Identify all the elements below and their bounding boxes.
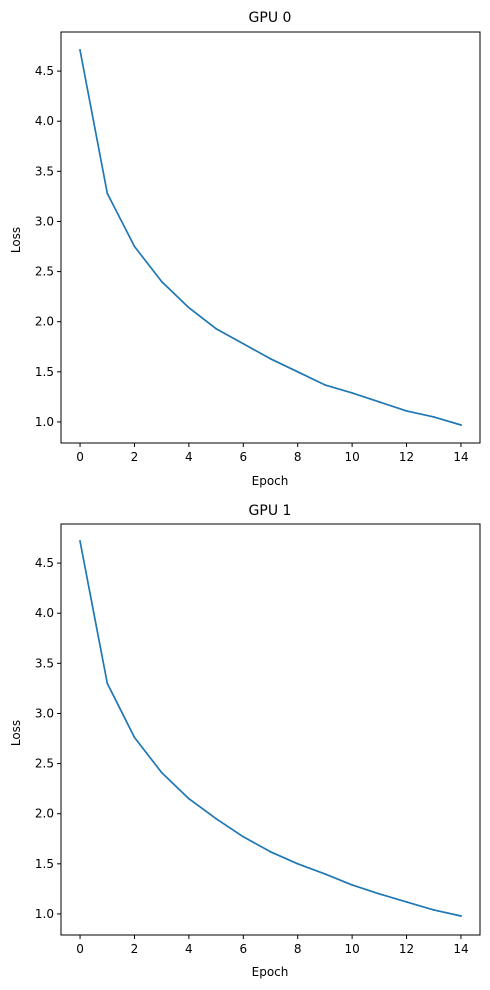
x-axis-title: Epoch: [252, 474, 289, 488]
data-point: [242, 342, 245, 345]
data-point: [215, 817, 217, 820]
y-tick-label: 4.5: [35, 64, 54, 78]
data-point: [242, 835, 245, 838]
y-tick-label: 1.5: [35, 857, 54, 871]
chart-title: GPU 0: [249, 10, 292, 26]
data-point: [378, 401, 381, 403]
data-point: [351, 391, 354, 394]
y-tick-label: 2.0: [35, 807, 54, 821]
x-tick-label: 10: [344, 942, 359, 956]
data-point: [432, 416, 435, 418]
y-tick-label: 3.0: [35, 214, 54, 228]
data-point: [460, 424, 462, 426]
data-point: [79, 540, 81, 542]
plot-frame: [60, 523, 481, 936]
x-tick-label: 4: [185, 942, 193, 956]
data-point: [269, 357, 272, 360]
x-tick-label: 2: [131, 942, 139, 956]
x-tick-label: 8: [294, 942, 302, 956]
data-point: [187, 306, 190, 309]
data-point: [378, 893, 381, 895]
data-point: [460, 915, 462, 917]
y-tick-label: 4.5: [35, 556, 54, 570]
y-axis-title: Loss: [9, 720, 23, 746]
x-tick-label: 0: [76, 450, 84, 464]
x-tick-label: 10: [344, 450, 359, 464]
x-tick-label: 0: [76, 942, 84, 956]
y-axis-title: Loss: [9, 227, 23, 253]
y-tick-label: 2.0: [35, 315, 54, 329]
x-tick-label: 12: [399, 942, 414, 956]
chart-title: GPU 1: [249, 503, 292, 519]
data-point: [79, 49, 81, 51]
y-tick-label: 1.5: [35, 365, 54, 379]
x-tick-label: 4: [185, 450, 193, 464]
data-point: [160, 771, 163, 774]
tick-layer: 0 2 4 6 8 10 12 14 1.0 1.5 2.0 2.5 3.0 3.5 4.0 4.5: [35, 556, 469, 956]
data-point: [269, 850, 272, 853]
data-point: [133, 736, 136, 739]
data-point: [351, 883, 354, 886]
y-tick-label: 4.0: [35, 114, 54, 128]
data-point: [187, 797, 190, 800]
data-point: [160, 280, 163, 283]
data-point: [405, 410, 408, 412]
chart-gpu-0: GPU 0 Loss Epoch 0 2 4 6 8 10 12 14 1.0 1.5 2.0 2.5…: [9, 10, 481, 488]
data-point: [324, 383, 326, 386]
data-point: [324, 872, 326, 875]
plot-frame: [60, 31, 481, 444]
data-point: [296, 370, 299, 373]
x-tick-label: 2: [131, 450, 139, 464]
series-layer: [79, 49, 462, 426]
data-point: [106, 682, 109, 685]
y-tick-label: 3.5: [35, 656, 54, 670]
x-tick-label: 6: [239, 942, 247, 956]
y-tick-label: 2.5: [35, 265, 54, 279]
tick-layer: 0 2 4 6 8 10 12 14 1.0 1.5 2.0 2.5 3.0 3.5 4.0 4.5: [35, 64, 469, 464]
data-point: [405, 901, 408, 903]
chart-gpu-1: GPU 1 Loss Epoch 0 2 4 6 8 10 12 14 1.0 1.5 2.0 2.5…: [9, 503, 481, 979]
series-layer: [79, 540, 462, 917]
x-tick-label: 8: [294, 450, 302, 464]
y-tick-label: 1.0: [35, 907, 54, 921]
data-point: [432, 909, 435, 911]
x-tick-label: 14: [453, 942, 468, 956]
data-point: [133, 245, 136, 248]
x-tick-label: 14: [453, 450, 468, 464]
y-tick-label: 3.5: [35, 164, 54, 178]
data-point: [106, 192, 109, 195]
x-axis-title: Epoch: [252, 965, 289, 979]
data-point: [215, 327, 217, 330]
y-tick-label: 2.5: [35, 757, 54, 771]
x-tick-label: 6: [239, 450, 247, 464]
y-tick-label: 1.0: [35, 415, 54, 429]
data-point: [296, 862, 299, 865]
y-tick-label: 3.0: [35, 706, 54, 720]
y-tick-label: 4.0: [35, 606, 54, 620]
x-tick-label: 12: [399, 450, 414, 464]
